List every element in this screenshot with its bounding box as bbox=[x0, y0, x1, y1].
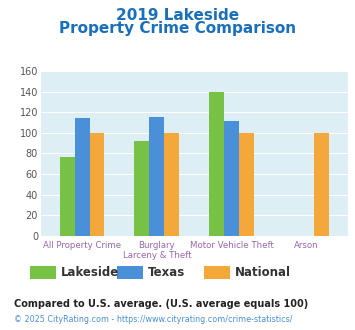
Bar bbox=[75, 118, 89, 236]
Text: © 2025 CityRating.com - https://www.cityrating.com/crime-statistics/: © 2025 CityRating.com - https://www.city… bbox=[14, 315, 293, 324]
Bar bbox=[164, 133, 179, 236]
Text: Lakeside: Lakeside bbox=[61, 266, 119, 279]
Text: Property Crime Comparison: Property Crime Comparison bbox=[59, 21, 296, 36]
Text: Texas: Texas bbox=[148, 266, 185, 279]
Bar bbox=[224, 121, 239, 236]
Bar bbox=[60, 156, 75, 236]
Bar bbox=[314, 133, 329, 236]
Text: Compared to U.S. average. (U.S. average equals 100): Compared to U.S. average. (U.S. average … bbox=[14, 299, 308, 309]
Bar bbox=[239, 133, 254, 236]
Bar bbox=[209, 92, 224, 236]
Text: 2019 Lakeside: 2019 Lakeside bbox=[116, 8, 239, 23]
Bar bbox=[149, 117, 164, 236]
Bar bbox=[135, 141, 149, 236]
Text: National: National bbox=[235, 266, 291, 279]
Bar bbox=[89, 133, 104, 236]
